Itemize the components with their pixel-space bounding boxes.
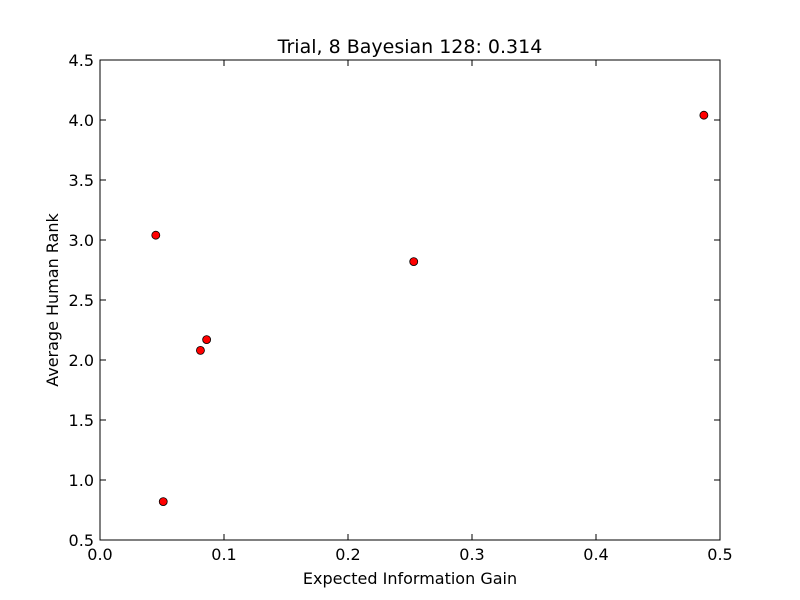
data-point <box>196 345 205 355</box>
y-tick-label: 1.0 <box>69 471 94 490</box>
data-point <box>202 335 212 345</box>
x-tick-label: 0.1 <box>211 545 236 564</box>
data-point <box>151 230 161 240</box>
y-tick-label: 4.5 <box>69 51 94 70</box>
data-point <box>158 497 168 507</box>
x-axis-label: Expected Information Gain <box>303 569 517 588</box>
data-point <box>699 110 709 120</box>
x-tick-label: 0.5 <box>707 545 732 564</box>
y-tick-label: 1.5 <box>69 411 94 430</box>
axis-tick-labels: 0.0 0.1 0.2 0.3 0.4 0.5 0.5 1.0 1.5 2.0 2.5 3.0 3.5 4… <box>69 51 733 564</box>
data-point <box>409 257 419 267</box>
data-points <box>151 110 709 507</box>
y-tick-label: 3.5 <box>69 171 94 190</box>
y-tick-label: 4.0 <box>69 111 94 130</box>
x-tick-label: 0.3 <box>459 545 484 564</box>
y-tick-label: 3.0 <box>69 231 94 250</box>
y-axis-label: Average Human Rank <box>43 212 62 386</box>
plot-frame <box>99 59 721 541</box>
x-tick-label: 0.4 <box>583 545 608 564</box>
y-tick-label: 2.5 <box>69 291 94 310</box>
chart-title: Trial, 8 Bayesian 128: 0.314 <box>277 36 543 58</box>
x-tick-label: 0.2 <box>335 545 360 564</box>
x-tick-label: 0.0 <box>87 545 112 564</box>
y-tick-label: 0.5 <box>69 531 94 550</box>
y-tick-label: 2.0 <box>69 351 94 370</box>
